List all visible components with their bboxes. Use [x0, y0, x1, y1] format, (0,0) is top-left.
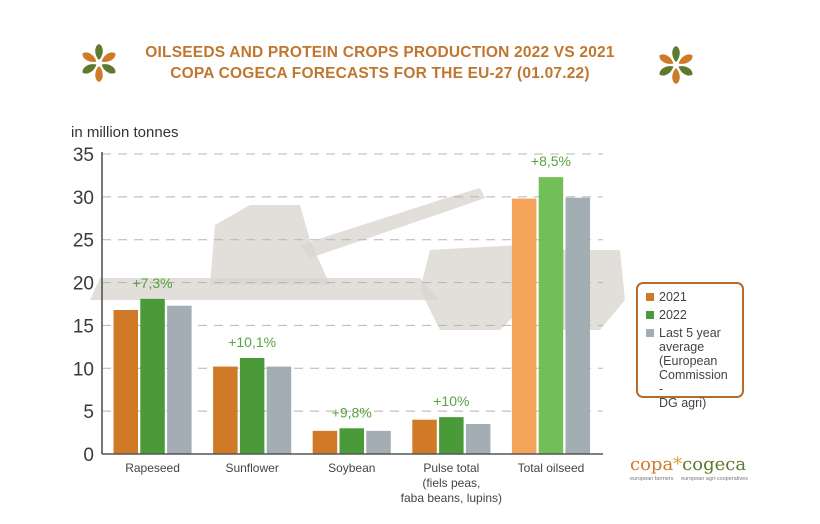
flower-petal: [678, 54, 693, 64]
y-tick-label: 15: [73, 316, 94, 337]
bar-2021: [412, 419, 437, 454]
bar-average: [465, 424, 491, 454]
flower-petal: [101, 64, 116, 74]
flower-petal: [659, 66, 674, 76]
bar-2022: [339, 428, 364, 454]
legend-swatch-2021: [646, 293, 654, 301]
flower-petal: [101, 52, 116, 62]
bar-2022: [140, 298, 165, 454]
change-label: +10%: [433, 393, 469, 409]
legend-item-2021: 2021: [646, 290, 734, 304]
bar-2022: [439, 417, 464, 454]
x-tick-label: Total oilseed: [518, 461, 585, 475]
bar-2021: [312, 430, 338, 454]
x-tick-label: Sunflower: [225, 461, 278, 475]
legend-swatch-2022: [646, 311, 654, 319]
legend-swatch-average: [646, 329, 654, 337]
harvester-shape: [300, 188, 485, 258]
flower-petal: [82, 52, 97, 62]
page-title: OILSEEDS AND PROTEIN CROPS PRODUCTION 20…: [110, 42, 650, 84]
bar-average: [266, 366, 292, 454]
y-tick-label: 0: [83, 445, 94, 466]
logo-subtitle: european farmers european agri-cooperati…: [630, 476, 748, 482]
harvester-shape: [210, 205, 330, 285]
flower-petal: [95, 66, 103, 82]
y-tick-label: 5: [83, 402, 94, 423]
bar-average: [167, 305, 192, 454]
change-label: +9,8%: [332, 404, 372, 420]
title-line-1: OILSEEDS AND PROTEIN CROPS PRODUCTION 20…: [145, 44, 615, 61]
bar-2021: [511, 198, 537, 454]
flower-petal: [95, 44, 103, 60]
legend-item-2022: 2022: [646, 308, 734, 322]
legend-label-2022: 2022: [659, 308, 687, 322]
harvester-shape: [90, 278, 440, 300]
bar-average: [565, 197, 590, 454]
bar-2021: [113, 310, 138, 454]
y-tick-label: 35: [73, 145, 94, 166]
y-tick-label: 30: [73, 188, 94, 209]
legend-label-average: Last 5 year average (European Commission…: [659, 326, 728, 410]
change-label: +7,3%: [133, 275, 173, 291]
y-axis-label: in million tonnes: [71, 124, 179, 141]
change-label: +10,1%: [228, 334, 276, 350]
logo-wordmark: copa*cogeca: [630, 454, 747, 475]
copa-cogeca-logo: copa*cogeca european farmers european ag…: [630, 454, 760, 482]
y-axis-ticks: 0 5 10 15 20 25 30 35: [73, 145, 94, 466]
bar-2022: [239, 358, 265, 454]
legend-label-2021: 2021: [659, 290, 687, 304]
flower-petal: [672, 46, 680, 62]
x-tick-label: Soybean: [328, 461, 375, 475]
change-label: +8,5%: [531, 153, 571, 169]
change-annotations: +7,3% +10,1% +9,8% +10% +8,5%: [133, 153, 571, 420]
x-tick-label: (fiels peas,: [422, 476, 480, 490]
flower-logo-icon-left: [77, 41, 121, 85]
flower-logo-icon-right: [654, 43, 698, 87]
flower-petal: [659, 54, 674, 64]
x-axis-labels: Rapeseed Sunflower Soybean Pulse total(fiel…: [125, 461, 584, 505]
legend-item-average: Last 5 year average (European Commission…: [646, 326, 734, 410]
y-tick-label: 25: [73, 231, 94, 252]
y-tick-label: 10: [73, 359, 94, 380]
x-tick-label: faba beans, lupins): [401, 491, 502, 505]
flower-petals: [659, 46, 693, 84]
harvester-shape: [420, 245, 530, 330]
title-line-2: COPA COGECA FORECASTS FOR THE EU-27 (01.…: [170, 65, 590, 82]
flower-petal: [82, 64, 97, 74]
x-tick-label: Rapeseed: [125, 461, 180, 475]
axes: [101, 152, 603, 455]
y-tick-label: 20: [73, 274, 94, 295]
flower-petal: [672, 68, 680, 84]
bar-2022: [538, 177, 564, 454]
x-tick-label: Pulse total: [423, 461, 479, 475]
bar-average: [366, 430, 391, 454]
flower-petal: [678, 66, 693, 76]
bar-2021: [213, 366, 238, 454]
chart-legend: 2021 2022 Last 5 year average (European …: [636, 282, 744, 410]
bars: [113, 177, 590, 454]
flower-petals: [82, 44, 116, 82]
